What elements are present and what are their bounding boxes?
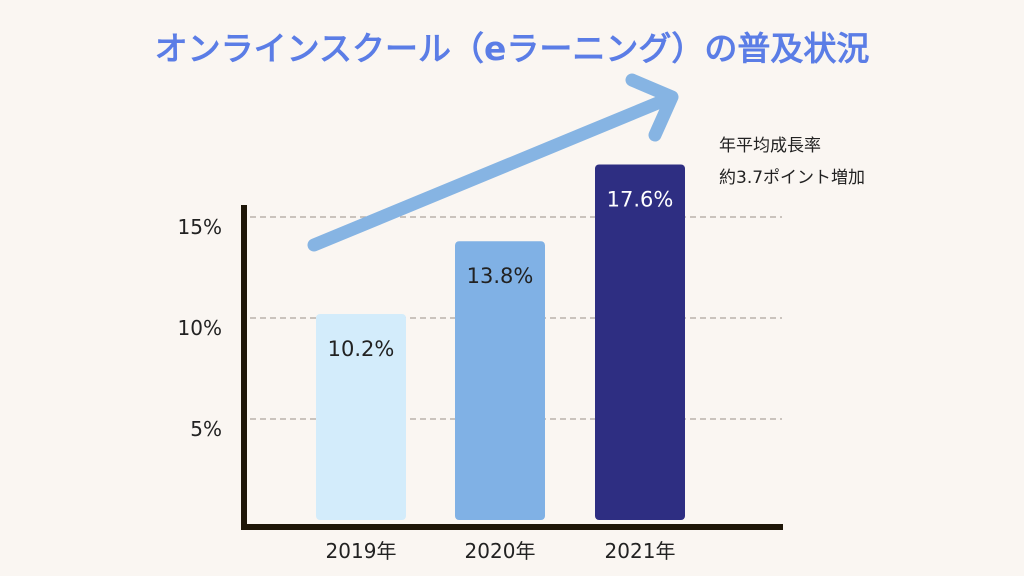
growth-note-line-1: 年平均成長率 (719, 136, 821, 156)
y-tick-labels: 5% 10% 15% (178, 215, 222, 441)
growth-note-line-2: 約3.7ポイント増加 (719, 168, 865, 188)
trend-arrow (307, 73, 679, 252)
y-tick-label: 5% (190, 417, 222, 441)
bar (316, 313, 406, 520)
chart-title: オンラインスクール（eラーニング）の普及状況 (155, 29, 870, 68)
x-category-labels: 2019年 2020年 2021年 (326, 539, 676, 563)
y-tick-label: 15% (178, 215, 222, 239)
x-category-label: 2020年 (465, 539, 536, 563)
bar-value-label: 10.2% (328, 337, 395, 361)
bar-value-label: 17.6% (607, 187, 674, 211)
x-category-label: 2021年 (605, 539, 676, 563)
bar-value-label: 13.8% (467, 264, 534, 288)
y-tick-label: 10% (178, 316, 222, 340)
bar (455, 241, 545, 521)
x-category-label: 2019年 (326, 539, 397, 563)
bar (595, 164, 685, 521)
bars: 10.2% 13.8% 17.6% (316, 164, 685, 521)
